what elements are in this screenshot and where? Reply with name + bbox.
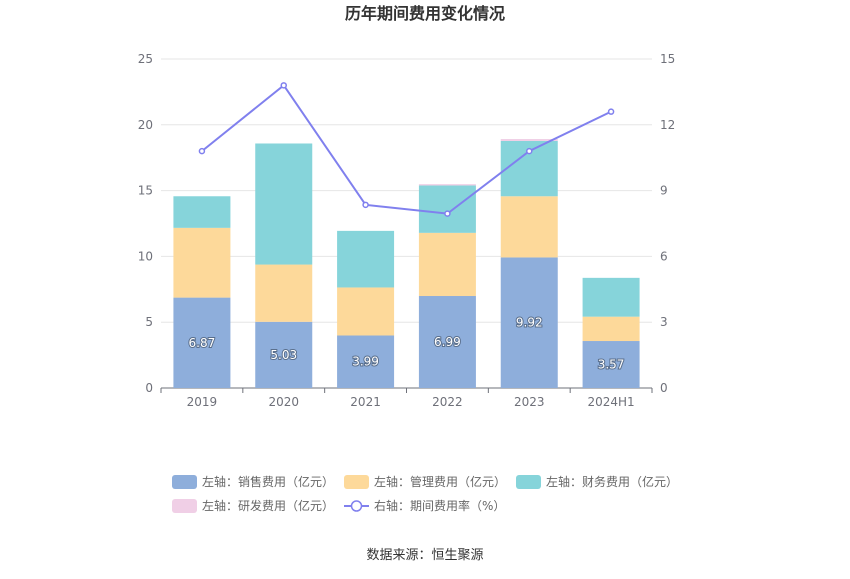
bar-segment [255,143,313,265]
left-tick-label: 25 [138,52,153,66]
legend-swatch [516,475,541,489]
line-path [201,83,612,215]
legend-marker [350,500,363,512]
data-source: 数据来源：恒生聚源 [366,548,483,563]
bar-segment [255,321,313,388]
chart-title: 历年期间费用变化情况 [345,4,505,23]
line-point [362,201,369,209]
bar-data-label: 5.03 [270,348,297,362]
right-axis-ticks: 0 3 6 9 12 15 [660,52,675,395]
x-tick-label: 2019 [187,395,218,409]
bar-data-label: 9.92 [516,316,543,330]
bar-segment [582,341,640,388]
left-tick-label: 20 [138,118,153,132]
right-tick-label: 15 [660,52,675,66]
bar-data-label: 3.99 [352,355,379,369]
legend-item[interactable]: 右轴：期间费用率（%） [344,498,505,513]
right-tick-label: 12 [660,118,675,132]
legend-item[interactable]: 左轴：管理费用（亿元） [344,474,506,489]
legend-swatch [172,499,197,513]
bar-segment [173,297,231,388]
bar-series [173,139,640,388]
legend-label: 右轴：期间费用率（%） [374,498,505,513]
legend-item[interactable]: 左轴：研发费用（亿元） [172,498,334,513]
line-point [198,147,206,155]
legend-swatch [172,475,197,489]
bar-segment [337,287,395,336]
legend-label: 左轴：财务费用（亿元） [546,474,678,489]
x-axis-ticks: 2019 2020 2021 2022 2023 2024H1 [160,388,653,409]
bar-segment [337,230,395,288]
right-tick-label: 0 [660,381,668,395]
grid-lines [161,58,652,389]
left-tick-label: 10 [138,249,153,263]
bar-segment [500,257,558,388]
x-tick-label: 2022 [432,395,463,409]
right-tick-label: 6 [660,249,668,263]
bar-segment [582,277,640,317]
bar-data-labels: 6.87 5.03 3.99 6.99 9.92 3.57 [188,315,626,373]
bar-data-label: 6.87 [189,336,216,350]
bar-data-label: 3.57 [598,358,625,372]
legend-item[interactable]: 左轴：财务费用（亿元） [516,474,678,489]
x-tick-label: 2023 [514,395,545,409]
bar-data-label: 6.99 [434,335,461,349]
bar-segment [255,264,313,322]
bar-segment [418,296,476,388]
x-tick-label: 2021 [350,395,381,409]
line-point [444,210,451,217]
left-tick-label: 15 [138,184,153,198]
line-point [607,108,615,115]
legend-label: 左轴：管理费用（亿元） [374,474,506,489]
bar-segment [337,335,395,388]
bar-segment [418,185,476,233]
bar-segment [500,139,558,141]
bar-segment [500,196,558,258]
legend-item[interactable]: 左轴：销售费用（亿元） [172,474,334,489]
line-point [280,82,287,89]
bar-segment [582,316,640,342]
legend-swatch [344,475,369,489]
legend[interactable]: 左轴：销售费用（亿元） 左轴：管理费用（亿元） 左轴：财务费用（亿元） 左轴：研发费用… [172,474,678,513]
right-tick-label: 3 [660,315,668,329]
right-tick-label: 9 [660,184,668,198]
bar-segment [173,227,231,298]
x-tick-label: 2020 [268,395,299,409]
bar-segment [418,232,476,297]
legend-label: 左轴：研发费用（亿元） [202,498,334,513]
left-tick-label: 0 [145,381,153,395]
legend-label: 左轴：销售费用（亿元） [202,474,334,489]
bar-segment [173,196,231,228]
left-axis-ticks: 0 5 10 15 20 25 [138,52,153,395]
left-tick-label: 5 [145,315,153,329]
x-tick-label: 2024H1 [587,395,634,409]
bar-segment [418,184,476,186]
line-series [198,82,615,217]
line-point [526,147,533,155]
